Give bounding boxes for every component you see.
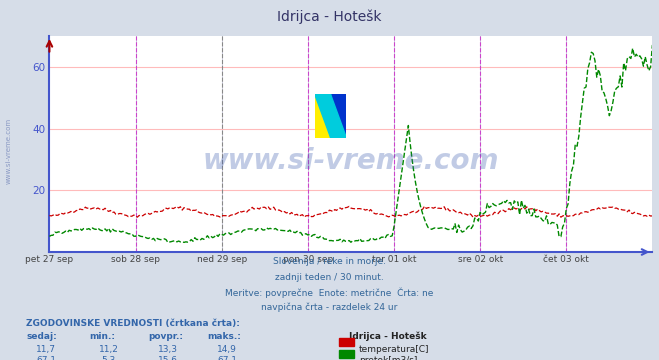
Text: 11,2: 11,2 bbox=[99, 345, 119, 354]
Text: 15,6: 15,6 bbox=[158, 356, 178, 360]
Text: povpr.:: povpr.: bbox=[148, 332, 183, 341]
Text: 67,1: 67,1 bbox=[36, 356, 56, 360]
Text: sedaj:: sedaj: bbox=[26, 332, 57, 341]
Bar bbox=[315, 94, 331, 138]
Text: 11,7: 11,7 bbox=[36, 345, 56, 354]
Polygon shape bbox=[315, 94, 331, 138]
Text: Idrijca - Hotešk: Idrijca - Hotešk bbox=[349, 332, 427, 341]
Text: www.si-vreme.com: www.si-vreme.com bbox=[5, 118, 12, 184]
Text: Meritve: povprečne  Enote: metrične  Črta: ne: Meritve: povprečne Enote: metrične Črta:… bbox=[225, 288, 434, 298]
Text: www.si-vreme.com: www.si-vreme.com bbox=[203, 147, 499, 175]
Text: min.:: min.: bbox=[89, 332, 115, 341]
Text: Slovenija / reke in morje.: Slovenija / reke in morje. bbox=[273, 257, 386, 266]
Bar bbox=[331, 94, 347, 138]
Text: ZGODOVINSKE VREDNOSTI (črtkana črta):: ZGODOVINSKE VREDNOSTI (črtkana črta): bbox=[26, 319, 241, 328]
Polygon shape bbox=[331, 94, 347, 138]
Text: Idrijca - Hotešk: Idrijca - Hotešk bbox=[277, 9, 382, 23]
Text: 14,9: 14,9 bbox=[217, 345, 237, 354]
Text: pretok[m3/s]: pretok[m3/s] bbox=[359, 356, 418, 360]
Text: 5,3: 5,3 bbox=[101, 356, 116, 360]
Text: temperatura[C]: temperatura[C] bbox=[359, 345, 430, 354]
Text: zadnji teden / 30 minut.: zadnji teden / 30 minut. bbox=[275, 273, 384, 282]
Text: maks.:: maks.: bbox=[208, 332, 241, 341]
Text: 67,1: 67,1 bbox=[217, 356, 237, 360]
Text: 13,3: 13,3 bbox=[158, 345, 178, 354]
Text: navpična črta - razdelek 24 ur: navpična črta - razdelek 24 ur bbox=[262, 303, 397, 312]
